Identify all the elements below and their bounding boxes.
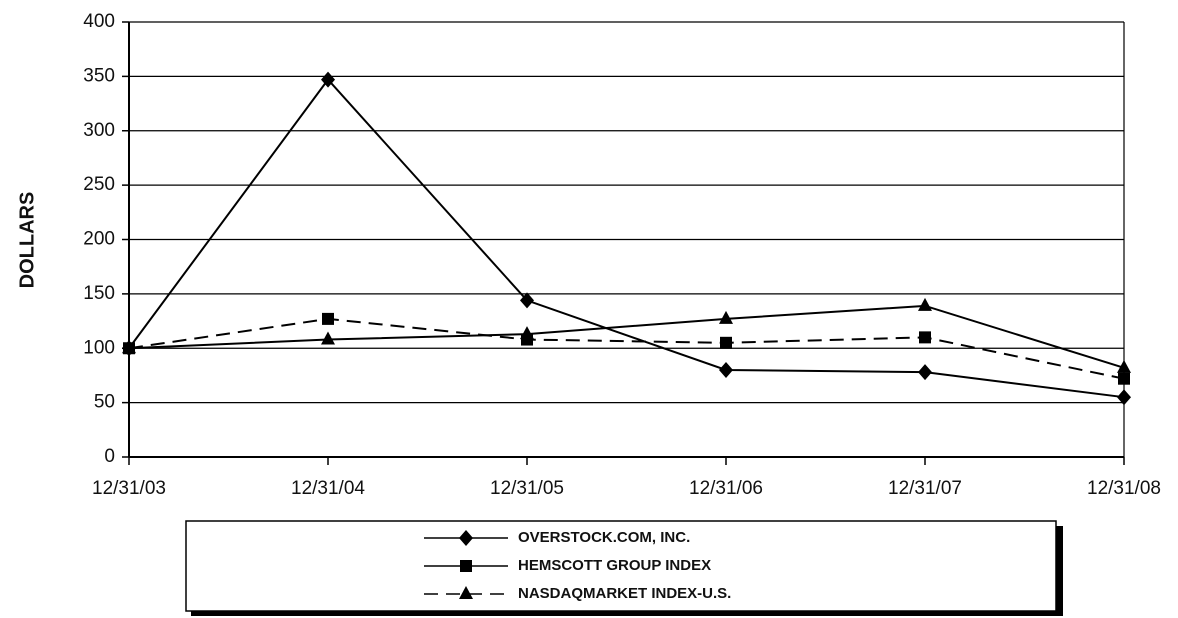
legend-box [185, 520, 1057, 612]
series-line-1 [128, 78, 1125, 399]
legend: OVERSTOCK.COM, INC. HEMSCOTT GROUP INDEX N… [185, 520, 1063, 616]
y-tick-label: 300 [83, 120, 115, 141]
legend-label: NASDAQMARKET INDEX-U.S. [518, 585, 731, 602]
data-point-diamond [321, 71, 335, 88]
x-tick-label: 12/31/08 [1087, 478, 1161, 499]
x-tick-label: 12/31/04 [291, 478, 365, 499]
legend-label: OVERSTOCK.COM, INC. [518, 529, 690, 546]
x-tick-label: 12/31/07 [888, 478, 962, 499]
series-lines [128, 78, 1125, 399]
y-axis-title: DOLLARS [16, 192, 38, 289]
y-tick-label: 50 [94, 392, 115, 413]
legend-square-marker [460, 560, 472, 572]
gridlines [129, 21, 1124, 404]
data-point-square [919, 331, 931, 344]
data-point-triangle [918, 297, 932, 311]
data-point-diamond [918, 364, 932, 381]
y-tick-label: 250 [83, 174, 115, 195]
x-tick-label: 12/31/03 [92, 478, 166, 499]
data-point-diamond [1117, 389, 1131, 406]
series-markers [122, 71, 1131, 406]
data-point-triangle [719, 310, 733, 324]
data-point-triangle [122, 340, 136, 354]
y-tick-label: 100 [83, 337, 115, 358]
series-line-2 [128, 317, 1125, 380]
data-point-triangle [321, 331, 335, 345]
data-point-square [1118, 372, 1130, 385]
y-tick-label: 150 [83, 283, 115, 304]
y-tick-label: 350 [83, 65, 115, 86]
legend-diamond-marker [459, 530, 473, 546]
legend-label: HEMSCOTT GROUP INDEX [518, 557, 711, 574]
data-point-triangle [1117, 359, 1131, 373]
y-tick-label: 200 [83, 229, 115, 250]
series-line-3 [128, 304, 1125, 369]
y-tick-label: 400 [83, 11, 115, 32]
data-point-square [720, 336, 732, 349]
data-point-diamond [520, 292, 534, 309]
x-tick-label: 12/31/05 [490, 478, 564, 499]
y-tick-label: 0 [104, 446, 115, 467]
data-point-square [322, 312, 334, 325]
data-point-triangle [520, 326, 534, 340]
legend-triangle-marker [459, 586, 473, 599]
y-tick-labels: 0 50 100 150 200 250 300 350 400 [83, 11, 129, 467]
data-point-diamond [719, 362, 733, 378]
x-tick-label: 12/31/06 [689, 478, 763, 499]
x-tick-labels: 12/31/03 12/31/04 12/31/05 12/31/06 12/31/07… [92, 457, 1161, 499]
